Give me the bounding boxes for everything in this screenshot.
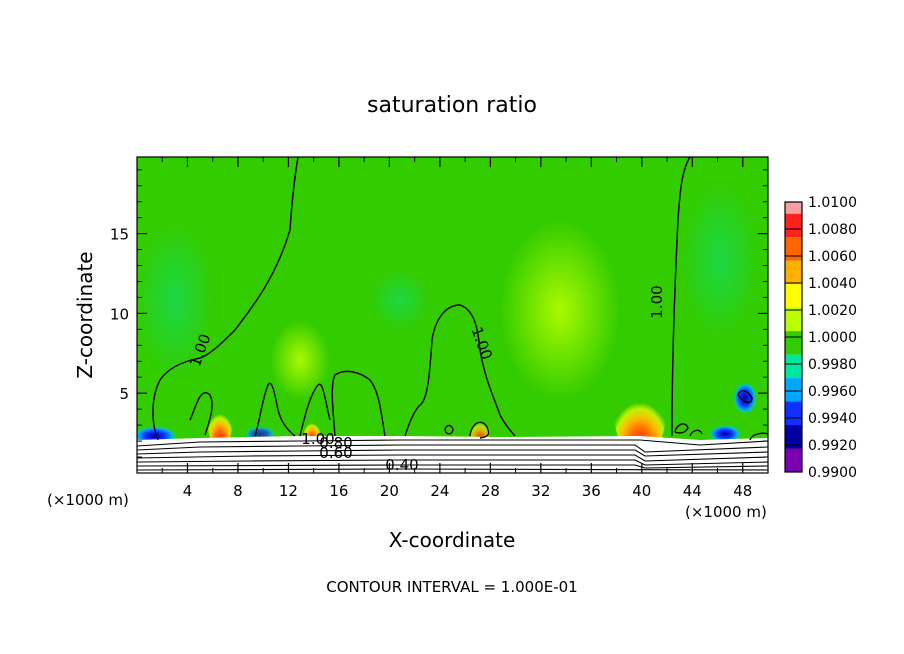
plot-frame [136, 156, 769, 474]
x-unit-right: (×1000 m) [685, 503, 767, 521]
x-tick-label: 8 [233, 482, 243, 500]
colorbar-swatch [785, 260, 802, 285]
colorbar-level-label: 1.0000 [808, 330, 857, 346]
colorbar-level-label: 0.9940 [808, 411, 857, 427]
chart-title: saturation ratio [367, 93, 537, 118]
x-axis-label: X-coordinate [389, 528, 516, 552]
colorbar-swatch [785, 237, 802, 261]
x-tick-label: 36 [582, 482, 601, 500]
saturation-field [137, 157, 768, 473]
x-tick-label: 28 [481, 482, 500, 500]
y-tick-label: 15 [110, 226, 129, 244]
colorbar-swatch [785, 331, 802, 355]
contour-label: 0.80 [319, 434, 352, 452]
colorbar-level-label: 1.0100 [808, 195, 857, 211]
y-tick-label: 5 [119, 385, 129, 403]
y-axis-ticks: 5 10 15 [110, 169, 768, 458]
x-tick-label: 20 [380, 482, 399, 500]
y-axis-label: Z-coordinate [73, 251, 97, 378]
x-tick-label: 40 [632, 482, 651, 500]
x-tick-label: 44 [683, 482, 702, 500]
x-axis-ticks: 4 8 12 16 20 24 28 32 36 40 44 48 [161, 157, 752, 500]
colorbar-level-label: 0.9920 [808, 438, 857, 454]
y-tick-label: 10 [110, 305, 129, 323]
colorbar-level-label: 1.0020 [808, 303, 857, 319]
colorbar-level-label: 1.0040 [808, 276, 857, 292]
contour-label: 0.40 [385, 456, 418, 474]
x-tick-label: 32 [531, 482, 550, 500]
colorbar-swatch [785, 284, 802, 308]
x-tick-label: 4 [183, 482, 193, 500]
colorbar-swatch [785, 401, 802, 426]
x-tick-label: 24 [430, 482, 449, 500]
colorbar-swatch [785, 354, 802, 379]
colorbar-swatch [785, 378, 802, 402]
colorbar-swatch [785, 425, 802, 449]
colorbar-level-label: 1.0060 [808, 249, 857, 265]
colorbar-swatch [785, 202, 802, 214]
colorbar: 1.0100 1.0080 1.0060 1.0040 1.0020 1.0000 0.99… [784, 195, 857, 481]
colorbar-level-label: 0.9960 [808, 384, 857, 400]
contour-label: 0.60 [319, 444, 352, 462]
colorbar-level-label: 1.0080 [808, 222, 857, 238]
colorbar-level-label: 0.9980 [808, 357, 857, 373]
contour-interval-footer: CONTOUR INTERVAL = 1.000E-01 [326, 578, 577, 596]
x-unit-left: (×1000 m) [47, 491, 129, 509]
colorbar-swatch [785, 307, 802, 332]
colorbar-swatch [785, 213, 802, 238]
contour-label: 1.00 [648, 285, 666, 318]
colorbar-swatch [785, 448, 802, 472]
x-tick-label: 16 [329, 482, 348, 500]
contour-label: 1.00 [301, 430, 334, 448]
x-tick-label: 48 [733, 482, 752, 500]
x-tick-label: 12 [279, 482, 298, 500]
colorbar-level-label: 0.9900 [808, 465, 857, 481]
